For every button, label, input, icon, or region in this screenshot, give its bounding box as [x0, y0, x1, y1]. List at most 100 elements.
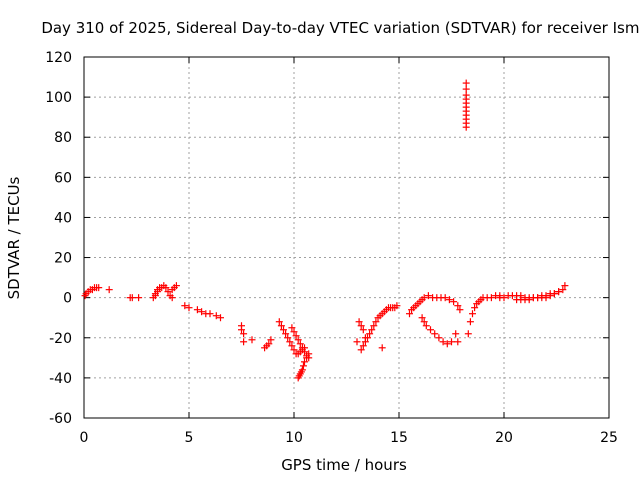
data-point	[454, 338, 462, 346]
data-point	[288, 324, 296, 332]
data-point	[445, 296, 453, 304]
data-point	[277, 322, 285, 330]
data-point	[280, 326, 287, 334]
axis-ticks: 0 5 10 15 20 25 -60 -40 -20 0 20 40 60 80 100 120	[45, 50, 618, 446]
data-point	[424, 292, 432, 300]
data-point	[238, 326, 245, 334]
data-point	[420, 294, 428, 302]
data-point	[456, 306, 464, 314]
data-point	[357, 346, 365, 354]
data-point	[298, 344, 306, 352]
data-point	[267, 336, 275, 344]
data-point	[217, 314, 224, 322]
data-point	[185, 304, 193, 312]
data-point	[542, 294, 550, 302]
data-point	[555, 288, 563, 296]
data-point	[357, 322, 365, 330]
data-point	[193, 306, 201, 314]
data-point	[500, 294, 508, 302]
data-point	[450, 298, 458, 306]
x-tick-label: 0	[80, 430, 89, 446]
data-point	[418, 314, 426, 322]
data-point	[265, 340, 273, 348]
data-point	[359, 326, 367, 334]
plot-frame	[83, 56, 610, 419]
data-point	[462, 91, 470, 99]
x-tick-label: 5	[185, 430, 194, 446]
data-point	[290, 328, 298, 336]
data-point	[487, 294, 495, 302]
data-point	[393, 302, 401, 310]
data-point	[361, 334, 369, 342]
data-point	[370, 322, 378, 330]
x-tick-label: 20	[495, 430, 513, 446]
y-tick-label: -20	[49, 331, 72, 347]
data-point	[366, 330, 374, 338]
data-point	[431, 330, 439, 338]
data-point	[212, 312, 220, 320]
data-point	[443, 340, 451, 348]
data-point	[296, 340, 304, 348]
data-point	[275, 318, 283, 326]
data-point	[355, 318, 363, 326]
data-point	[198, 308, 206, 316]
y-tick-label: 60	[54, 170, 72, 186]
data-point	[305, 350, 313, 358]
data-point	[372, 318, 380, 326]
data-point	[206, 310, 214, 318]
data-point	[378, 344, 386, 352]
y-tick-label: 120	[45, 50, 72, 66]
x-tick-label: 10	[285, 430, 303, 446]
y-tick-label: 20	[54, 251, 72, 267]
data-point	[464, 330, 472, 338]
data-point	[525, 296, 533, 304]
data-point	[164, 288, 172, 296]
y-tick-label: -60	[49, 411, 72, 427]
data-point	[359, 342, 367, 350]
data-point	[420, 318, 428, 326]
data-point	[368, 326, 376, 334]
data-point	[248, 336, 256, 344]
data-point	[299, 362, 307, 370]
data-point	[353, 338, 361, 346]
data-point	[288, 342, 296, 350]
x-tick-label: 25	[600, 430, 618, 446]
data-point	[561, 282, 569, 290]
data-point	[286, 338, 294, 346]
data-points	[81, 79, 569, 382]
data-point	[427, 326, 434, 334]
x-axis-label: GPS time / hours	[281, 456, 407, 474]
data-point	[462, 79, 470, 87]
x-tick-label: 15	[390, 430, 408, 446]
data-point	[546, 292, 554, 300]
data-point	[128, 294, 136, 302]
data-point	[292, 332, 300, 340]
data-point	[469, 310, 476, 318]
data-point	[298, 366, 306, 374]
data-point	[441, 294, 449, 302]
data-point	[290, 346, 298, 354]
grid	[84, 57, 609, 418]
data-point	[181, 302, 189, 310]
data-point	[172, 282, 180, 290]
data-point	[448, 338, 455, 346]
data-point	[439, 338, 447, 346]
data-point	[559, 286, 567, 294]
data-point	[240, 330, 248, 338]
data-point	[294, 336, 302, 344]
data-point	[435, 334, 443, 342]
data-point	[462, 85, 470, 93]
data-point	[452, 330, 460, 338]
data-point	[284, 334, 292, 342]
data-point	[466, 318, 474, 326]
data-point	[454, 302, 462, 310]
data-point	[168, 294, 176, 302]
chart-title: Day 310 of 2025, Sidereal Day-to-day VTE…	[41, 19, 640, 37]
data-point	[406, 310, 413, 318]
data-point	[301, 348, 308, 356]
y-tick-label: 100	[45, 90, 72, 106]
data-point	[550, 290, 558, 298]
data-point	[105, 286, 113, 294]
y-tick-label: 80	[54, 130, 72, 146]
